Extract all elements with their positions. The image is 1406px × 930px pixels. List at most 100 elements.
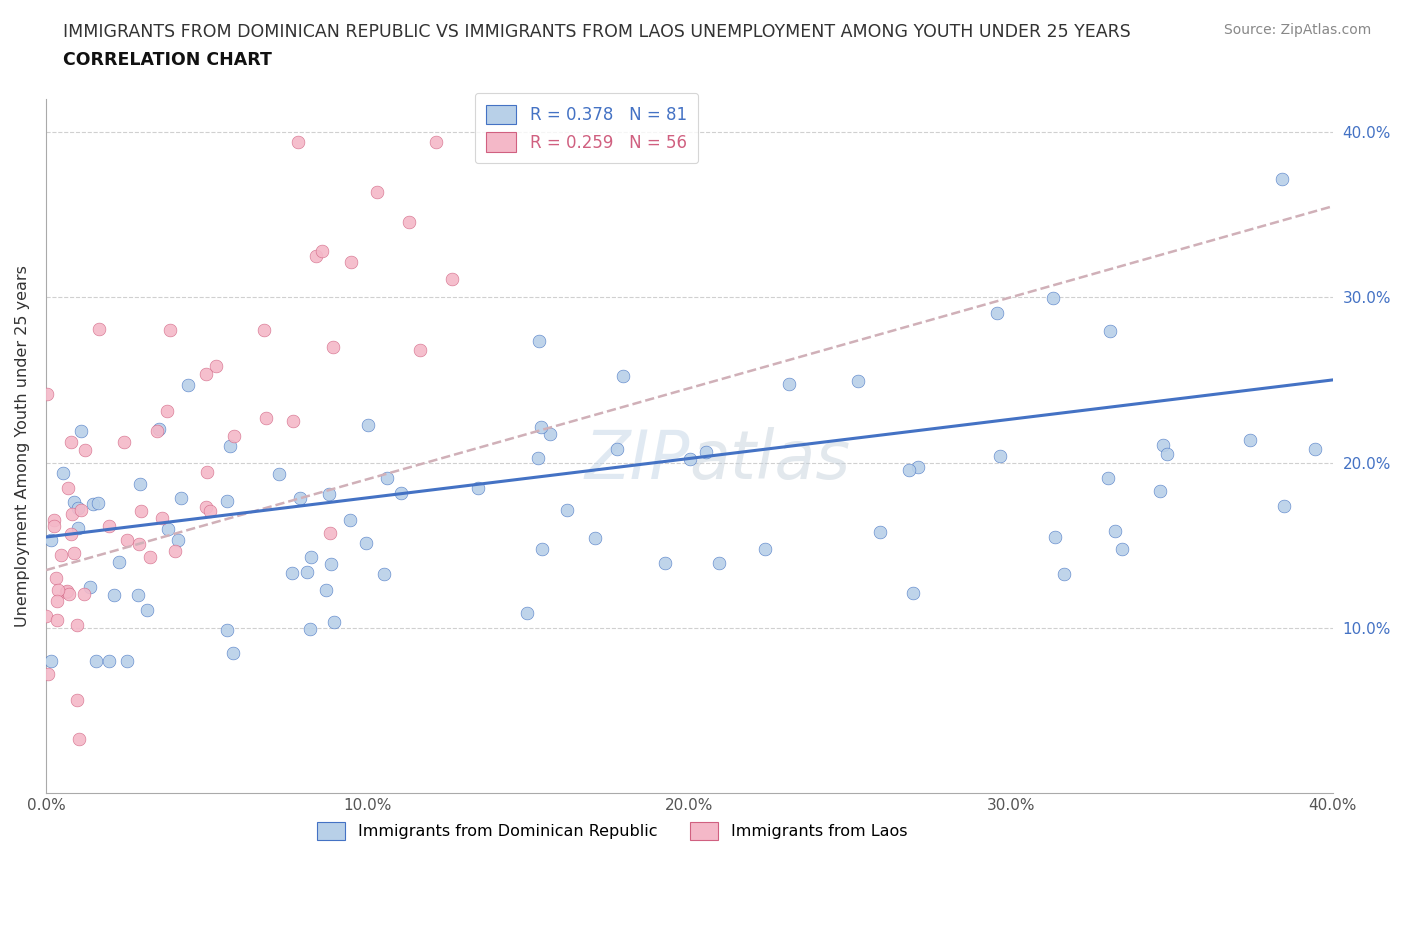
- Point: [298, 621, 321, 636]
- Point: [66, 692, 89, 707]
- Point: [425, 134, 447, 149]
- Point: [46, 583, 69, 598]
- Point: [62, 507, 84, 522]
- Point: [778, 377, 800, 392]
- Point: [59, 526, 82, 541]
- Point: [117, 533, 139, 548]
- Point: [75, 443, 97, 458]
- Point: [988, 448, 1011, 463]
- Point: [530, 419, 553, 434]
- Point: [98, 518, 121, 533]
- Point: [67, 731, 90, 746]
- Point: [195, 499, 218, 514]
- Point: [127, 588, 149, 603]
- Point: [907, 460, 929, 475]
- Point: [1149, 484, 1171, 498]
- Point: [679, 452, 702, 467]
- Point: [89, 322, 111, 337]
- Point: [299, 550, 322, 565]
- Point: [295, 565, 318, 579]
- Point: [205, 359, 228, 374]
- Point: [986, 306, 1008, 321]
- Point: [176, 378, 198, 392]
- Point: [555, 502, 578, 517]
- Point: [527, 451, 550, 466]
- Point: [339, 512, 361, 527]
- Text: Source: ZipAtlas.com: Source: ZipAtlas.com: [1223, 23, 1371, 37]
- Point: [148, 421, 170, 436]
- Point: [903, 586, 925, 601]
- Point: [35, 609, 58, 624]
- Point: [606, 441, 628, 456]
- Point: [217, 494, 239, 509]
- Point: [221, 645, 243, 660]
- Point: [152, 511, 174, 525]
- Point: [45, 570, 67, 585]
- Point: [305, 248, 328, 263]
- Point: [373, 566, 395, 581]
- Y-axis label: Unemployment Among Youth under 25 years: Unemployment Among Youth under 25 years: [15, 265, 30, 627]
- Point: [1272, 498, 1295, 513]
- Point: [131, 503, 153, 518]
- Point: [66, 618, 89, 632]
- Point: [62, 546, 84, 561]
- Point: [288, 490, 311, 505]
- Point: [46, 613, 69, 628]
- Point: [319, 525, 342, 540]
- Point: [538, 427, 561, 442]
- Text: atlas: atlas: [689, 427, 851, 493]
- Point: [58, 586, 80, 601]
- Point: [56, 480, 79, 495]
- Point: [39, 654, 62, 669]
- Point: [695, 445, 717, 459]
- Point: [321, 556, 343, 571]
- Point: [79, 579, 101, 594]
- Point: [898, 463, 921, 478]
- Point: [103, 588, 125, 603]
- Point: [166, 532, 188, 547]
- Point: [467, 481, 489, 496]
- Point: [37, 667, 59, 682]
- Point: [254, 410, 277, 425]
- Point: [69, 423, 91, 438]
- Point: [73, 586, 96, 601]
- Legend: Immigrants from Dominican Republic, Immigrants from Laos: Immigrants from Dominican Republic, Immi…: [309, 814, 915, 848]
- Point: [281, 565, 304, 580]
- Point: [516, 605, 538, 620]
- Point: [1104, 524, 1126, 538]
- Point: [315, 583, 337, 598]
- Point: [357, 418, 380, 432]
- Point: [311, 244, 333, 259]
- Point: [222, 429, 245, 444]
- Point: [46, 593, 69, 608]
- Point: [1239, 432, 1261, 447]
- Point: [398, 214, 420, 229]
- Point: [159, 323, 181, 338]
- Point: [67, 500, 90, 515]
- Point: [139, 550, 162, 565]
- Point: [1042, 290, 1064, 305]
- Point: [754, 541, 776, 556]
- Point: [846, 374, 869, 389]
- Point: [869, 525, 891, 539]
- Point: [219, 439, 242, 454]
- Point: [322, 615, 344, 630]
- Point: [583, 531, 606, 546]
- Point: [253, 323, 276, 338]
- Point: [200, 504, 222, 519]
- Text: ZIP: ZIP: [583, 427, 689, 493]
- Point: [377, 471, 399, 485]
- Point: [163, 544, 186, 559]
- Point: [354, 535, 377, 550]
- Point: [1053, 566, 1076, 581]
- Point: [117, 654, 139, 669]
- Point: [156, 404, 179, 418]
- Point: [129, 476, 152, 491]
- Point: [107, 555, 129, 570]
- Point: [82, 497, 104, 512]
- Point: [55, 584, 77, 599]
- Point: [217, 623, 239, 638]
- Point: [67, 521, 90, 536]
- Point: [157, 522, 180, 537]
- Point: [707, 556, 730, 571]
